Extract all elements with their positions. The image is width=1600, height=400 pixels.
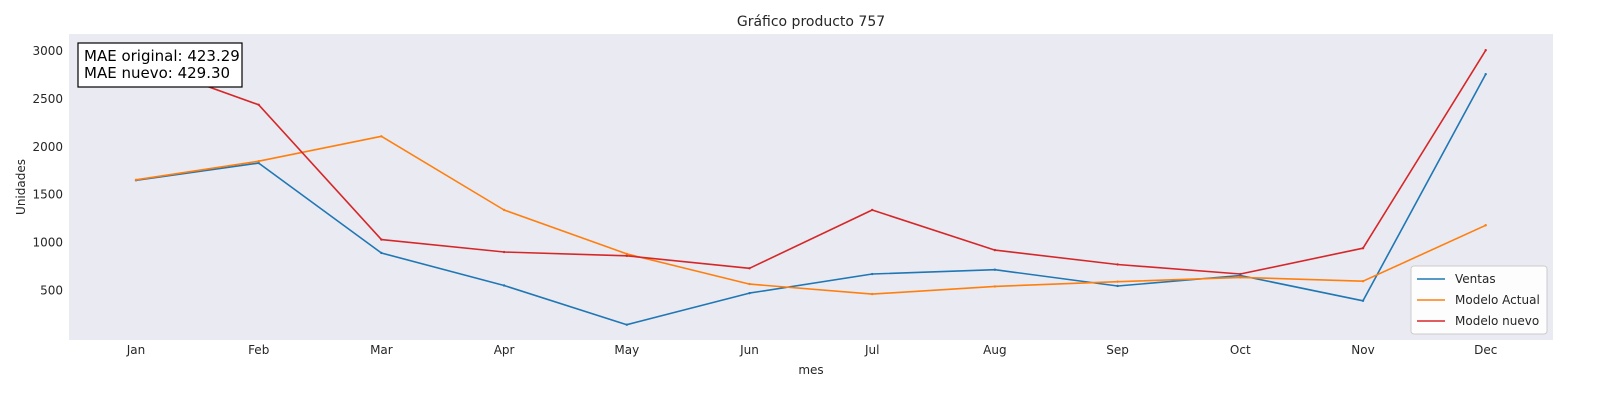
- legend-box: [1410, 265, 1548, 335]
- data-point-ventas-may: [625, 323, 628, 326]
- data-point-modelo-nuevo-apr: [502, 250, 506, 254]
- legend-label-modelo-nuevo: Modelo nuevo: [1455, 314, 1539, 328]
- data-point-modelo-nuevo-jul: [871, 208, 874, 212]
- data-point-modelo-actual-aug: [993, 285, 997, 288]
- x-tick-label-dec: Dec: [1474, 343, 1497, 357]
- y-tick-label-2000: 2000: [32, 140, 63, 154]
- x-tick-label-feb: Feb: [248, 343, 269, 357]
- data-point-modelo-nuevo-sep: [1116, 263, 1119, 266]
- y-axis-label: Unidades: [14, 159, 28, 215]
- series-line-ventas[interactable]: [135, 73, 1487, 326]
- x-tick-label-aug: Aug: [983, 343, 1006, 357]
- data-point-ventas-aug: [993, 268, 997, 271]
- y-tick-label-3000: 3000: [32, 44, 63, 58]
- data-point-modelo-nuevo-feb: [257, 103, 260, 106]
- y-axis-ticks: 500 1000 1500 2000 2500 3000: [32, 44, 63, 297]
- legend-label-ventas: Ventas: [1455, 272, 1496, 286]
- data-point-modelo-nuevo-nov: [1361, 247, 1365, 250]
- data-point-modelo-actual-oct: [1239, 276, 1242, 279]
- data-point-modelo-actual-mar: [380, 135, 383, 138]
- y-tick-label-2500: 2500: [32, 92, 63, 106]
- legend[interactable]: Ventas Modelo Actual Modelo nuevo: [1410, 265, 1548, 335]
- data-point-modelo-actual-apr: [502, 208, 506, 212]
- data-point-modelo-actual-nov: [1361, 279, 1365, 283]
- data-point-modelo-actual-may: [625, 252, 628, 256]
- legend-label-modelo-actual: Modelo Actual: [1455, 293, 1540, 307]
- data-point-ventas-feb: [257, 161, 260, 165]
- data-point-modelo-actual-jan: [134, 178, 138, 182]
- data-point-modelo-nuevo-oct: [1239, 272, 1242, 276]
- x-tick-label-sep: Sep: [1106, 343, 1129, 357]
- mae-annotation: MAE original: 423.29 MAE nuevo: 429.30: [77, 42, 243, 88]
- data-point-ventas-dec: [1484, 72, 1487, 76]
- data-point-modelo-nuevo-jun: [748, 267, 751, 270]
- x-tick-label-mar: Mar: [370, 343, 393, 357]
- chart-title: Gráfico producto 757: [737, 14, 885, 30]
- y-tick-label-1500: 1500: [32, 188, 63, 202]
- data-point-ventas-mar: [380, 251, 383, 255]
- data-point-ventas-jul: [871, 272, 874, 276]
- data-point-modelo-nuevo-dec: [1484, 49, 1487, 52]
- data-point-modelo-actual-jul: [871, 292, 874, 296]
- data-point-modelo-actual-jun: [748, 282, 751, 286]
- data-point-modelo-actual-sep: [1116, 280, 1119, 283]
- data-point-modelo-nuevo-may: [625, 254, 628, 258]
- data-point-ventas-nov: [1361, 299, 1365, 302]
- x-tick-label-jul: Jul: [864, 343, 879, 357]
- x-axis-label: mes: [798, 363, 823, 377]
- data-point-modelo-nuevo-mar: [380, 238, 383, 241]
- annotation-box: [77, 42, 243, 88]
- series-layer: [134, 49, 1487, 326]
- annotation-line-1: MAE original: 423.29: [84, 47, 240, 65]
- series-line-modelo-nuevo[interactable]: [135, 49, 1487, 275]
- x-tick-label-oct: Oct: [1230, 343, 1251, 357]
- x-tick-label-nov: Nov: [1351, 343, 1374, 357]
- data-point-ventas-apr: [502, 284, 506, 287]
- data-point-ventas-sep: [1116, 284, 1119, 288]
- data-point-modelo-actual-feb: [257, 159, 260, 163]
- series-line-modelo-actual[interactable]: [135, 135, 1487, 295]
- data-point-ventas-jun: [748, 291, 751, 295]
- annotation-line-2: MAE nuevo: 429.30: [84, 64, 230, 82]
- data-point-modelo-actual-dec: [1484, 224, 1487, 227]
- x-tick-label-jan: Jan: [126, 343, 146, 357]
- x-tick-label-apr: Apr: [494, 343, 515, 357]
- data-point-modelo-nuevo-aug: [993, 248, 997, 252]
- y-tick-label-500: 500: [40, 283, 63, 297]
- y-tick-label-1000: 1000: [32, 235, 63, 249]
- x-axis-ticks: Jan Feb Mar Apr May Jun Jul Aug Sep Oct Nov Dec: [126, 343, 1498, 357]
- x-tick-label-may: May: [614, 343, 639, 357]
- x-tick-label-jun: Jun: [739, 343, 759, 357]
